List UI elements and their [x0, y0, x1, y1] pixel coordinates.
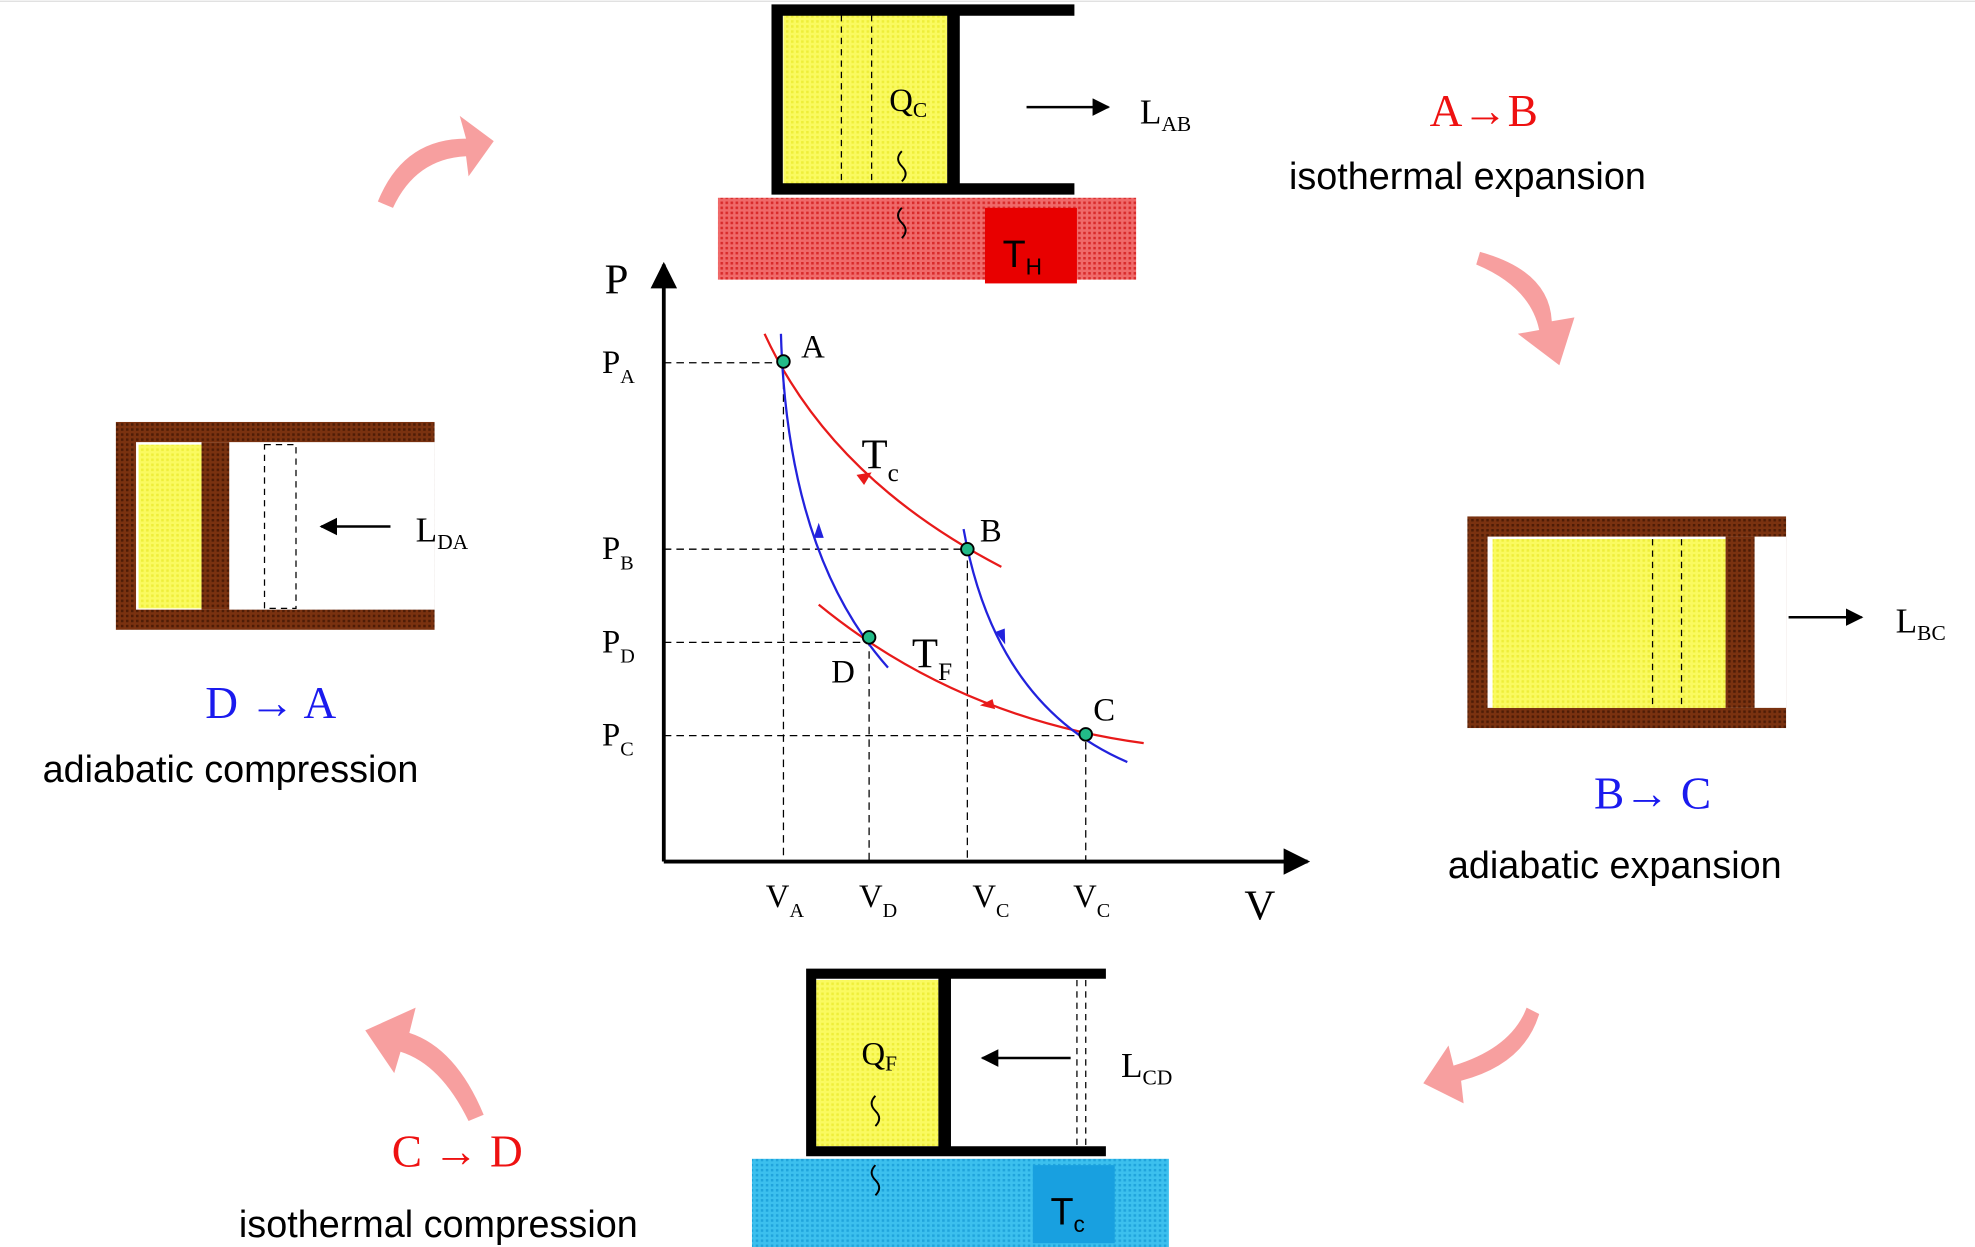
reservoir-box	[984, 207, 1077, 284]
process-name: adiabatic expansion	[1448, 845, 1782, 887]
label-part: c	[1074, 1211, 1085, 1237]
label-part: C	[996, 900, 1009, 922]
pv-graph: P V PA PB PD PC VA VD VC VC	[602, 256, 1311, 929]
p-label: PB	[602, 531, 634, 574]
p-label: PC	[602, 718, 634, 761]
label-part: Q	[862, 1036, 886, 1072]
label-part: D	[883, 900, 898, 922]
label-part: CD	[1143, 1066, 1173, 1090]
reservoir-box	[1032, 1165, 1115, 1244]
label-part: H	[1026, 254, 1042, 280]
cycle-arrows	[365, 115, 1575, 1122]
label-part: C	[1097, 900, 1110, 922]
label-part: L	[1896, 601, 1918, 640]
label-part: V	[1073, 879, 1097, 915]
process-name: adiabatic compression	[43, 749, 419, 791]
label-part: D	[620, 646, 635, 668]
isotherm-label: Tc	[862, 432, 899, 488]
label-part: T	[862, 432, 888, 479]
x-axis-label: V	[1244, 882, 1275, 929]
label-part: V	[972, 879, 996, 915]
point-label: C	[1093, 692, 1115, 728]
point-label: D	[831, 655, 855, 691]
label-part: C	[620, 739, 633, 761]
v-label: VA	[766, 879, 805, 922]
reservoir-label: TH	[1003, 234, 1042, 280]
heat-label: QC	[889, 83, 927, 122]
label-part: L	[1140, 92, 1162, 131]
process-name: isothermal compression	[239, 1204, 638, 1246]
label-part: P	[602, 345, 620, 381]
label-part: P	[602, 531, 620, 567]
label-part: Q	[889, 83, 913, 119]
point-label: B	[980, 514, 1002, 550]
label-part: L	[1121, 1046, 1143, 1085]
isotherm-label: TF	[912, 631, 952, 687]
label-part: F	[938, 659, 952, 686]
work-label: LBC	[1896, 601, 1946, 645]
work-label: LCD	[1121, 1046, 1172, 1090]
label-part: P	[602, 624, 620, 660]
process-labels: A→B isothermal expansion B→ C adiabatic …	[43, 86, 1782, 1246]
label-part: F	[885, 1052, 897, 1076]
label-part: AB	[1161, 112, 1191, 136]
v-label: VC	[1073, 879, 1110, 922]
process-arrow: B→ C	[1594, 769, 1711, 819]
process-arrow: D → A	[205, 678, 336, 728]
v-label: VC	[972, 879, 1009, 922]
label-part: A	[620, 366, 635, 388]
v-label: VD	[859, 879, 897, 922]
top-piston: TH QC LAB	[717, 4, 1191, 284]
point-label: A	[801, 330, 825, 366]
label-part: V	[766, 879, 790, 915]
label-part: B	[620, 552, 633, 574]
label-part: c	[888, 460, 899, 487]
work-label: LAB	[1140, 92, 1191, 136]
p-label: PD	[602, 624, 635, 667]
label-part: A	[789, 900, 804, 922]
heat-label: QF	[862, 1036, 898, 1075]
label-part: DA	[437, 530, 468, 554]
label-part: T	[912, 631, 938, 678]
label-part: P	[602, 718, 620, 754]
reservoir-label: Tc	[1050, 1191, 1084, 1237]
process-arrow: A→B	[1430, 86, 1538, 136]
work-label: LDA	[416, 511, 469, 555]
label-part: T	[1050, 1191, 1073, 1233]
bottom-piston: Tc QF LCD	[751, 968, 1172, 1247]
right-piston: LBC	[1467, 516, 1946, 729]
process-arrow: C → D	[392, 1126, 523, 1176]
label-part: L	[416, 511, 438, 550]
label-part: BC	[1917, 621, 1946, 645]
label-part: V	[859, 879, 883, 915]
y-axis-label: P	[605, 256, 629, 303]
left-piston: LDA	[115, 421, 469, 630]
label-part: C	[913, 98, 927, 122]
label-part: T	[1003, 234, 1026, 276]
process-name: isothermal expansion	[1289, 156, 1646, 198]
p-label: PA	[602, 345, 635, 388]
